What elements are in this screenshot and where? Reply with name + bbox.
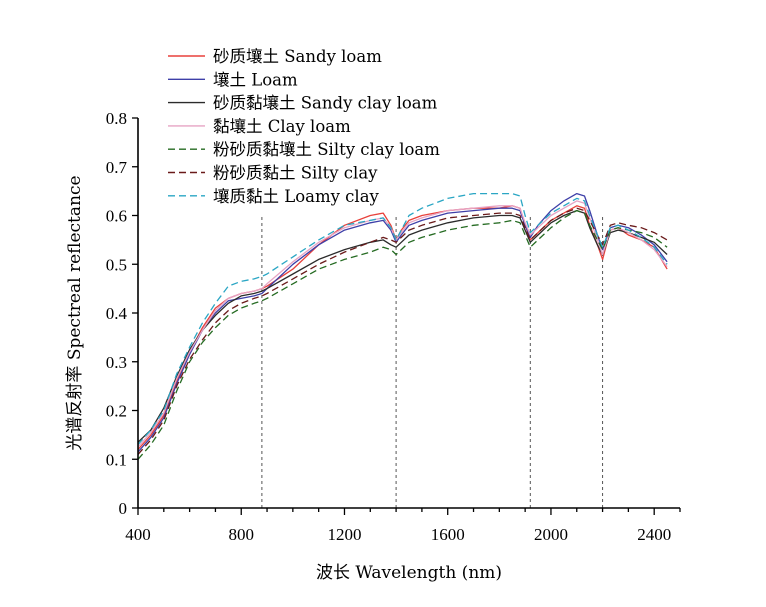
- legend-label-5: 粉砂质黏壤土 Silty clay loam: [213, 139, 440, 159]
- y-tick-label: 0.7: [106, 158, 128, 177]
- y-tick-label: 0.1: [106, 450, 127, 469]
- series-line-3: [137, 209, 668, 443]
- legend-label-4: 黏壤土 Clay loam: [213, 116, 351, 136]
- x-tick-label: 800: [228, 525, 254, 544]
- legend-label-1: 砂质壤土 Sandy loam: [213, 46, 382, 66]
- series-line-4: [137, 200, 668, 448]
- y-tick-label: 0.3: [106, 353, 127, 372]
- y-tick-label: 0.8: [106, 109, 127, 128]
- x-tick-label: 1200: [327, 525, 361, 544]
- tick-labels: 0 0.1 0.2 0.3 0.4 0.5 0.6 0.7 0.8 400 800 1200 1600 2…: [106, 109, 671, 544]
- y-tick-label: 0.4: [106, 304, 128, 323]
- x-tick-label: 2400: [637, 525, 671, 544]
- series-line-6: [137, 207, 668, 455]
- absorption-marker-lines: [261, 215, 604, 508]
- x-tick-label: 400: [125, 525, 151, 544]
- series-line-7: [137, 192, 668, 446]
- legend-label-3: 砂质黏壤土 Sandy clay loam: [213, 93, 438, 113]
- y-tick-label: 0.5: [106, 255, 127, 274]
- y-tick-label: 0.6: [106, 207, 127, 226]
- x-axis-title: 波长 Wavelength (nm): [316, 563, 502, 583]
- legend-label-6: 粉砂质黏土 Silty clay: [213, 164, 378, 183]
- legend: 砂质壤土 Sandy loam 壤土 Loam 砂质黏壤土 Sandy clay l…: [168, 46, 440, 206]
- series-line-2: [137, 192, 668, 453]
- x-tick-label: 1600: [431, 525, 465, 544]
- y-tick-label: 0.2: [106, 402, 127, 421]
- legend-label-7: 壤质黏土 Loamy clay: [213, 186, 380, 206]
- series-line-5: [137, 209, 668, 460]
- y-tick-label: 0: [119, 499, 128, 518]
- series-lines: [137, 192, 668, 460]
- legend-label-2: 壤土 Loam: [213, 69, 298, 89]
- x-tick-label: 2000: [534, 525, 568, 544]
- series-line-1: [137, 205, 668, 450]
- y-axis-title: 光谱反射率 Spectreal reflectance: [65, 175, 85, 450]
- axes: [132, 117, 681, 515]
